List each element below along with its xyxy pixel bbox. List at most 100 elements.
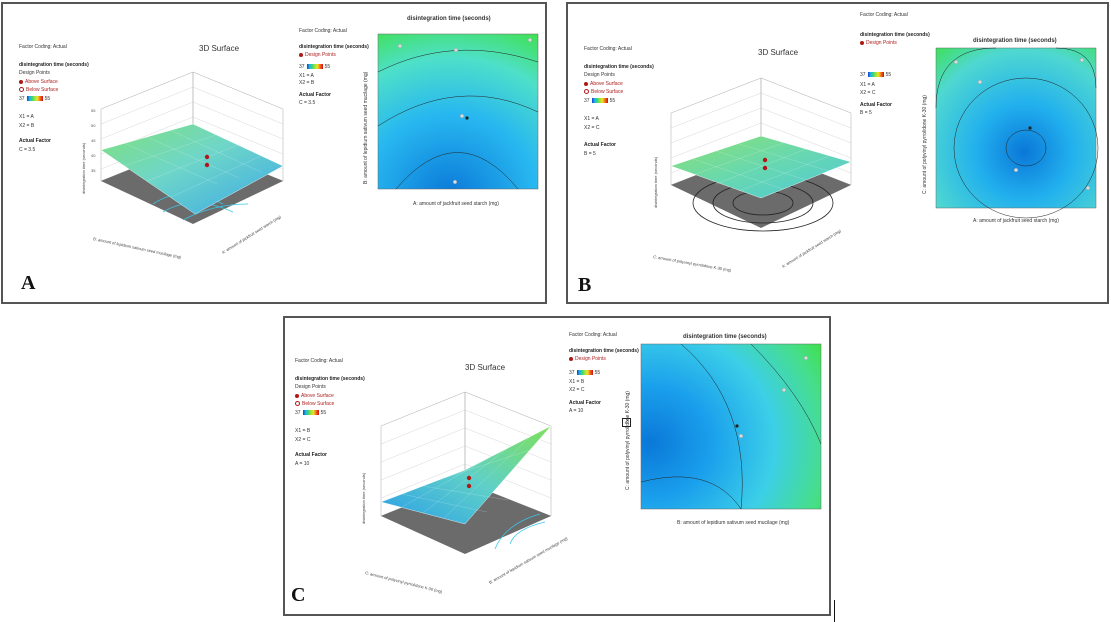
color-range: 37 55 bbox=[584, 98, 615, 104]
y-axis-label: C: amount of polyvinyl pyrrolidone K-30 … bbox=[653, 254, 732, 273]
color-range: 37 55 bbox=[295, 410, 326, 416]
actual-factor-value: C = 3.5 bbox=[19, 147, 36, 153]
contour-factor-coding: Factor Coding: Actual bbox=[860, 12, 908, 18]
contour-response-label: disintegration time (seconds) bbox=[860, 32, 930, 38]
contour-line bbox=[1055, 47, 1097, 89]
range-min: 37 bbox=[299, 64, 305, 70]
contour-color-range: 37 55 bbox=[860, 72, 891, 78]
design-point-dot bbox=[860, 40, 864, 45]
color-gradient bbox=[306, 64, 323, 70]
above-surface-legend: Above Surface bbox=[19, 79, 58, 85]
range-min: 37 bbox=[19, 96, 25, 102]
contour-factor-coding: Factor Coding: Actual bbox=[299, 28, 347, 34]
color-gradient bbox=[26, 96, 43, 102]
x-axis-label: A: amount of jackfruit seed starch (mg) bbox=[781, 228, 842, 269]
actual-factor-value: A = 10 bbox=[295, 461, 310, 467]
panel-letter: A bbox=[21, 272, 36, 294]
design-point bbox=[204, 162, 210, 168]
contour-plot-c bbox=[640, 343, 822, 510]
surface bbox=[670, 135, 852, 199]
contour-design-points-label: Design Points bbox=[575, 356, 606, 362]
x1-label: X1 = B bbox=[295, 428, 311, 434]
contour-title: disintegration time (seconds) bbox=[683, 334, 767, 340]
surface-title: 3D Surface bbox=[199, 44, 240, 53]
x2-label: X2 = B bbox=[19, 123, 35, 129]
design-point bbox=[762, 157, 768, 163]
factor-coding: Factor Coding: Actual bbox=[295, 358, 343, 364]
x-axis-label: A: amount of jackfruit seed starch (mg) bbox=[221, 214, 282, 255]
x-axis-label: B: amount of lepidium sativum seed mucil… bbox=[488, 535, 569, 585]
range-min: 37 bbox=[295, 410, 301, 416]
below-surface-dot bbox=[19, 87, 24, 93]
panel-letter: B bbox=[578, 274, 592, 296]
below-surface-dot bbox=[295, 401, 300, 407]
design-point bbox=[465, 116, 469, 120]
actual-factor-label: Actual Factor bbox=[295, 452, 327, 458]
surface-plot-c: disintegration time (seconds) B: amount … bbox=[361, 391, 569, 594]
x2-label: X2 = C bbox=[295, 437, 311, 443]
design-point bbox=[459, 113, 464, 118]
contour-line bbox=[1005, 129, 1047, 167]
x1-label: X1 = A bbox=[584, 116, 599, 122]
design-points-label: Design Points bbox=[19, 70, 50, 76]
contour-xlabel: B: amount of lepidium sativum seed mucil… bbox=[677, 520, 790, 526]
response-label: disintegration time (seconds) bbox=[295, 376, 365, 382]
design-point bbox=[803, 355, 808, 360]
design-point bbox=[527, 37, 532, 42]
contour-design-points: Design Points bbox=[860, 40, 897, 46]
expand-icon[interactable]: ↗ bbox=[622, 418, 631, 427]
actual-factor-label: Actual Factor bbox=[19, 138, 51, 144]
contour-actual-factor: Actual Factor bbox=[860, 102, 892, 108]
above-surface-dot bbox=[19, 79, 23, 84]
contour-ylabel: C: amount of polyvinyl pyrrolidone K-30 … bbox=[922, 95, 928, 194]
contour-design-points: Design Points bbox=[569, 356, 606, 362]
above-surface-legend: Above Surface bbox=[295, 393, 334, 399]
contour-x1: X1 = B bbox=[569, 379, 585, 385]
contour-area bbox=[640, 343, 822, 510]
contour-ylabel: B: amount of lepidium sativum seed mucil… bbox=[363, 71, 369, 184]
contour-design-points: Design Points bbox=[299, 52, 336, 58]
panel-c: Factor Coding: Actual 3D Surface disinte… bbox=[283, 316, 831, 616]
design-point bbox=[398, 43, 403, 48]
below-surface-label: Below Surface bbox=[591, 89, 624, 95]
z-tick: 50 bbox=[91, 123, 96, 128]
below-surface-dot bbox=[584, 89, 589, 95]
range-min: 37 bbox=[584, 98, 590, 104]
contour-factor-coding: Factor Coding: Actual bbox=[569, 332, 617, 338]
above-surface-label: Above Surface bbox=[590, 81, 623, 87]
range-max: 55 bbox=[885, 72, 892, 78]
contour-response-label: disintegration time (seconds) bbox=[569, 348, 639, 354]
above-surface-dot bbox=[584, 81, 588, 86]
design-point bbox=[978, 80, 983, 85]
design-point bbox=[466, 483, 472, 489]
response-label: disintegration time (seconds) bbox=[584, 64, 654, 70]
contour-design-points-label: Design Points bbox=[866, 40, 897, 46]
contour-line bbox=[640, 476, 742, 510]
contour-plot-a bbox=[377, 33, 539, 190]
surface bbox=[100, 123, 284, 215]
contour-title: disintegration time (seconds) bbox=[407, 16, 491, 22]
divider-line bbox=[834, 600, 835, 622]
x2-label: X2 = C bbox=[584, 125, 600, 131]
color-gradient bbox=[302, 410, 319, 416]
design-point bbox=[1013, 167, 1018, 172]
factor-coding: Factor Coding: Actual bbox=[584, 46, 632, 52]
above-surface-label: Above Surface bbox=[25, 79, 58, 85]
contour-line bbox=[953, 77, 1099, 219]
range-max: 55 bbox=[594, 370, 601, 376]
color-gradient bbox=[576, 370, 593, 376]
contour-line bbox=[750, 343, 822, 445]
design-point bbox=[735, 424, 739, 428]
surface-plot-b: disintegration time (seconds) A: amount … bbox=[653, 77, 852, 273]
color-range: 37 55 bbox=[19, 96, 50, 102]
panel-letter: C bbox=[291, 584, 306, 606]
panel-b: Factor Coding: Actual 3D Surface disinte… bbox=[566, 2, 1109, 304]
factor-coding: Factor Coding: Actual bbox=[19, 44, 67, 50]
design-points-label: Design Points bbox=[295, 384, 326, 390]
contour-line bbox=[680, 343, 743, 510]
contour-actual-value: C = 3.5 bbox=[299, 100, 316, 106]
actual-factor-label: Actual Factor bbox=[584, 142, 616, 148]
range-max: 55 bbox=[320, 410, 327, 416]
panel-a: Factor Coding: Actual 3D Surface disinte… bbox=[1, 2, 547, 304]
surface-title: 3D Surface bbox=[758, 48, 799, 57]
